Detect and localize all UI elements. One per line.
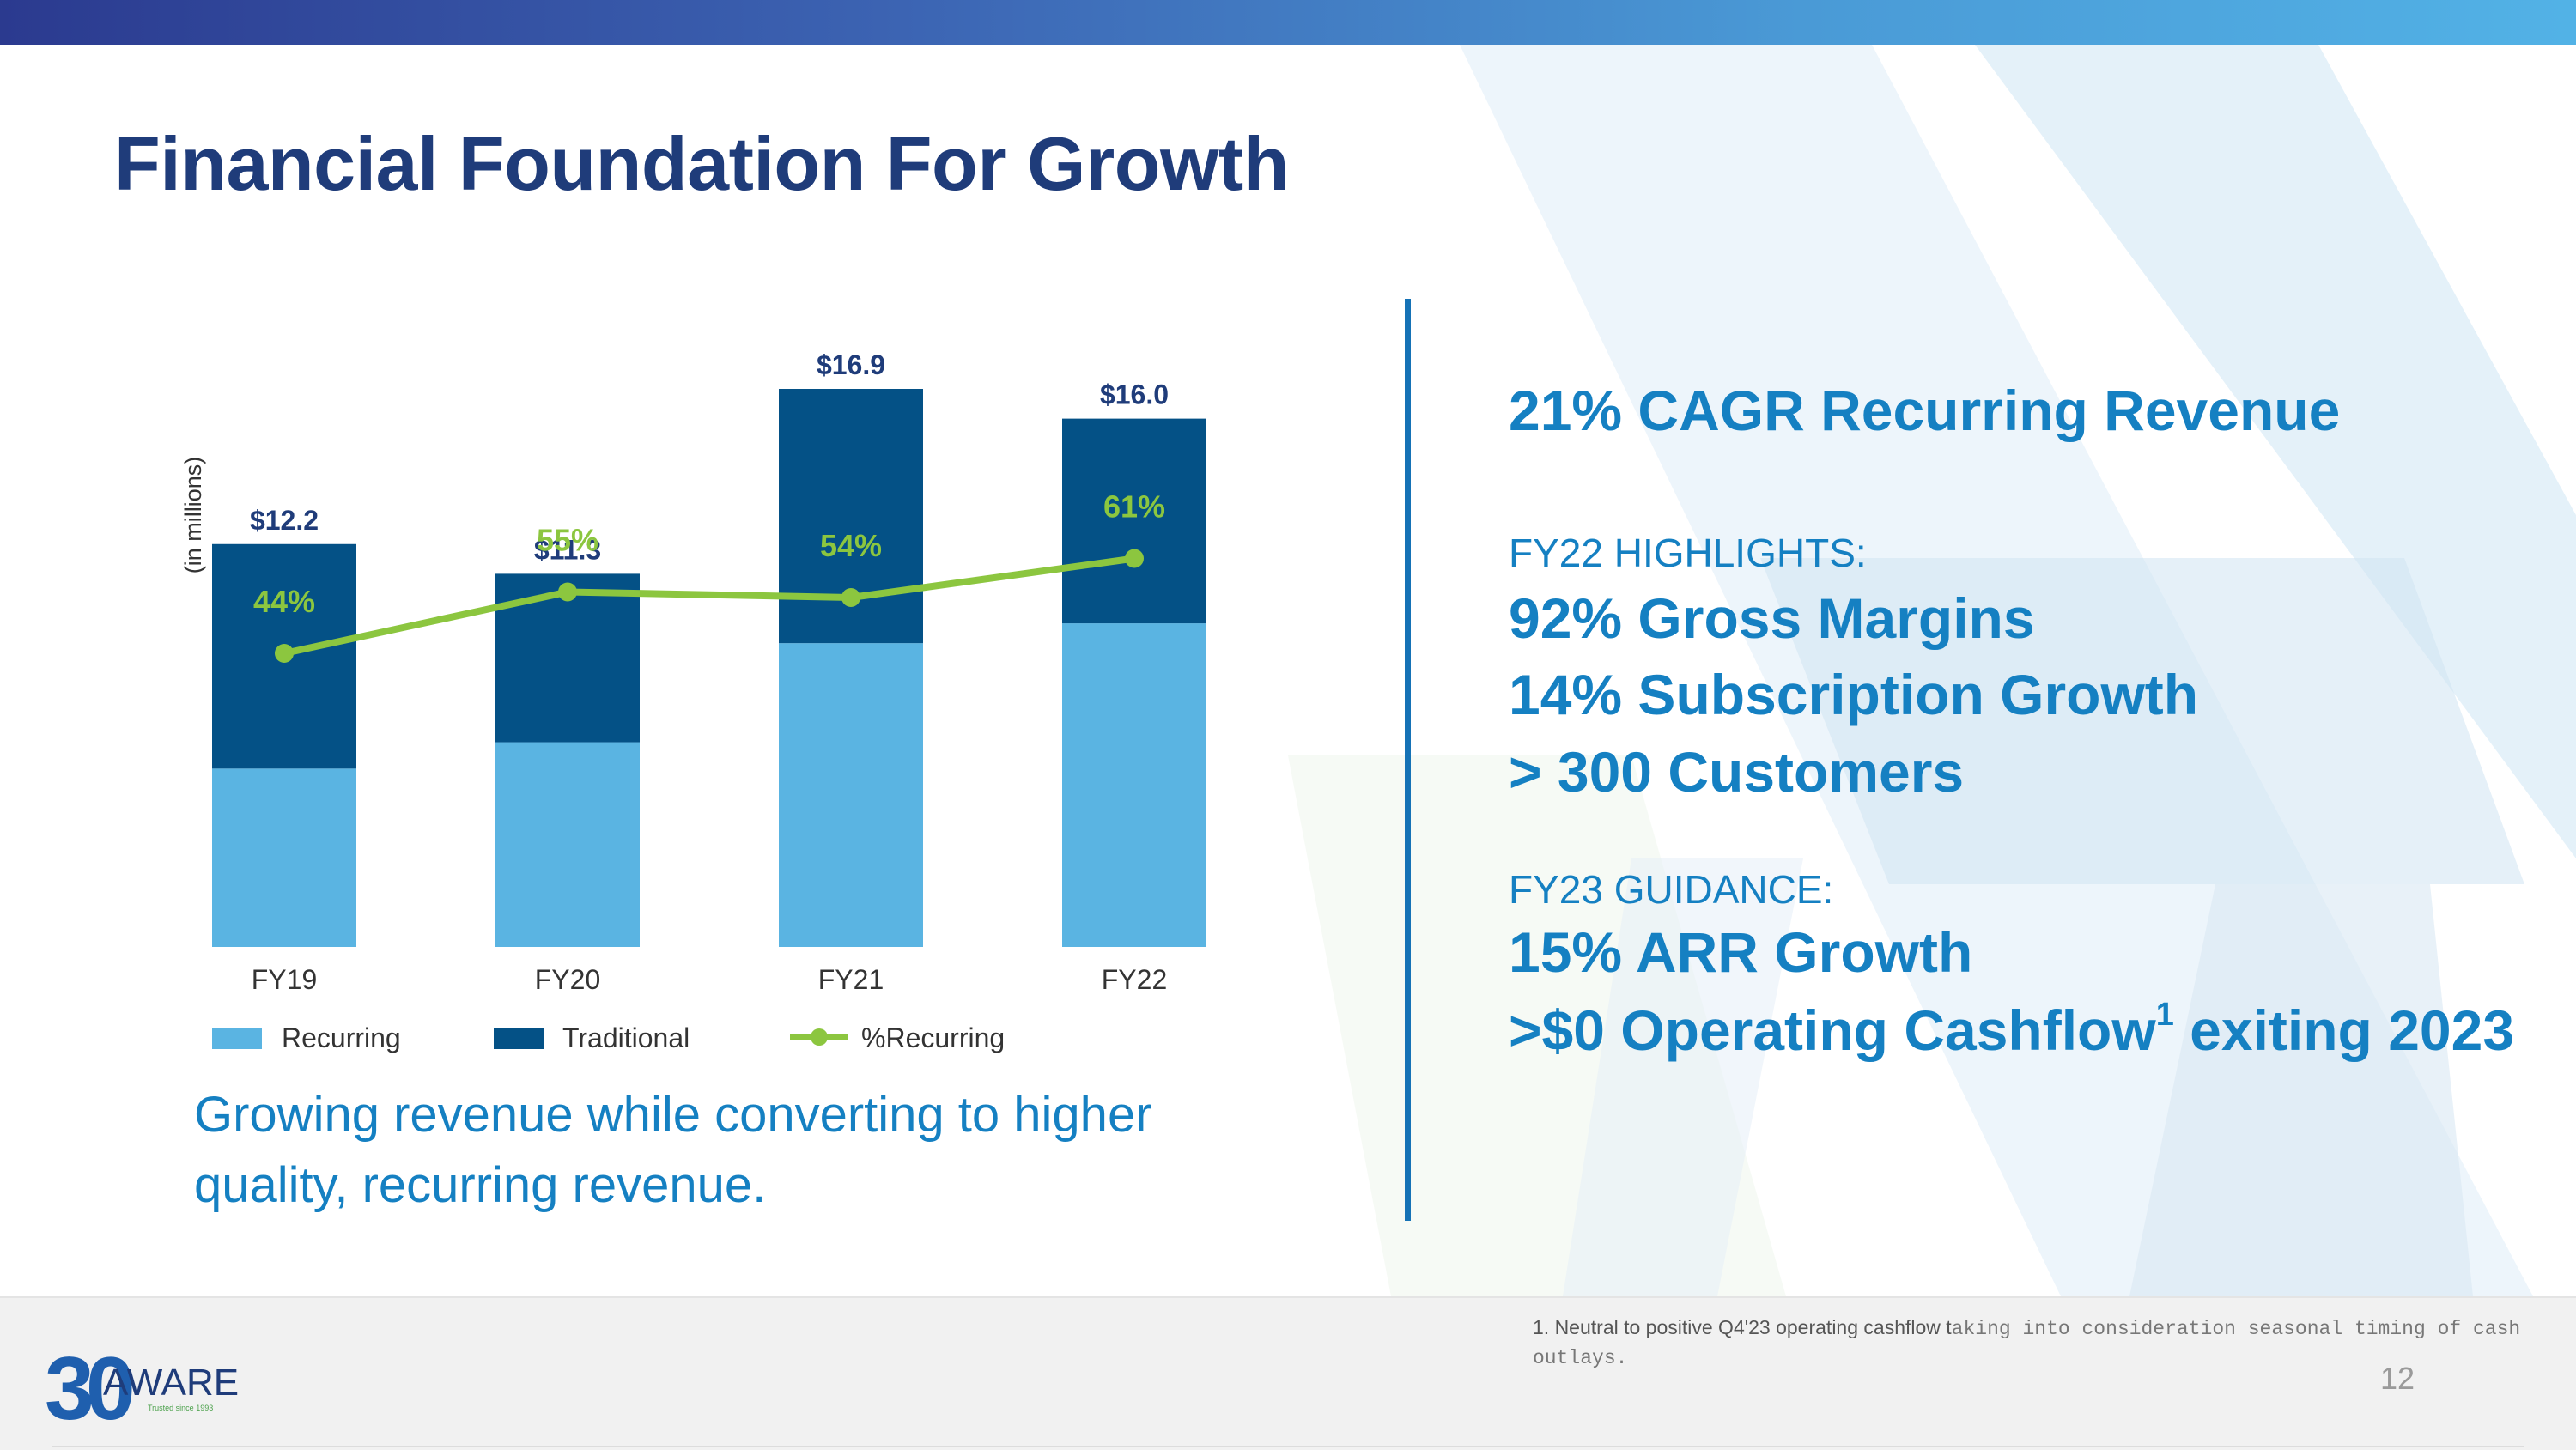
legend-swatch-traditional (494, 1028, 544, 1049)
aware-logo: 30 AWARE Trusted since 1993 (45, 1339, 239, 1429)
pct-label-fy19: 44% (253, 584, 315, 619)
x-tick-fy19: FY19 (252, 964, 317, 995)
operating-cashflow: >$0 Operating Cashflow1 exiting 2023 (1509, 997, 2515, 1063)
logo-digits: 30 (45, 1339, 132, 1429)
footer-bar (0, 1296, 2576, 1450)
top-accent-bar (0, 0, 2576, 45)
x-tick-fy21: FY21 (818, 964, 884, 995)
bar-traditional-fy22 (1062, 418, 1206, 624)
arr-growth: 15% ARR Growth (1509, 920, 1973, 984)
pct-point-fy19 (275, 644, 294, 663)
bar-recurring-fy22 (1062, 623, 1206, 947)
chart-caption-line-2: quality, recurring revenue. (194, 1157, 767, 1213)
pct-point-fy21 (841, 588, 860, 607)
footnote-marker: 1 (2155, 997, 2174, 1033)
x-tick-fy22: FY22 (1102, 964, 1167, 995)
legend-marker-pct-recurring (811, 1028, 828, 1046)
chart-caption: Growing revenue while converting to high… (194, 1080, 1310, 1221)
revenue-chart: (in millions) $12.2 FY19 $11.3 FY20 $16.9 FY2… (180, 349, 1206, 1053)
total-label-fy21: $16.9 (817, 349, 885, 380)
pct-point-fy20 (558, 582, 577, 602)
bar-recurring-fy19 (212, 768, 356, 947)
footnote: 1. Neutral to positive Q4'23 operating c… (1533, 1313, 2529, 1372)
legend-swatch-recurring (212, 1028, 262, 1049)
legend-label-pct-recurring: %Recurring (861, 1022, 1005, 1053)
logo-name: AWARE (103, 1362, 239, 1404)
bar-recurring-fy20 (495, 742, 640, 947)
legend-label-traditional: Traditional (562, 1022, 690, 1053)
fy23-guidance-label: FY23 GUIDANCE: (1509, 867, 1834, 912)
x-tick-fy20: FY20 (535, 964, 600, 995)
y-axis-label: (in millions) (180, 457, 206, 574)
subscription-growth: 14% Subscription Growth (1509, 663, 2199, 726)
cashflow-text: >$0 Operating Cashflow (1509, 998, 2156, 1062)
pct-label-fy20: 55% (537, 523, 598, 558)
page-number: 12 (2379, 1361, 2415, 1396)
footnote-text: 1. Neutral to positive Q4'23 operating c… (1533, 1316, 1952, 1338)
slide-title: Financial Foundation For Growth (114, 121, 1289, 206)
footer-line (52, 1446, 2524, 1447)
pct-label-fy21: 54% (820, 528, 882, 563)
cagr-headline: 21% CAGR Recurring Revenue (1509, 379, 2341, 442)
pct-point-fy22 (1125, 549, 1144, 568)
bar-recurring-fy21 (779, 643, 923, 947)
pct-label-fy22: 61% (1103, 489, 1165, 525)
gross-margins: 92% Gross Margins (1509, 586, 2035, 650)
vertical-divider (1405, 299, 1411, 1221)
logo-tagline: Trusted since 1993 (148, 1404, 213, 1412)
chart-caption-line-1: Growing revenue while converting to high… (194, 1087, 1152, 1143)
total-label-fy22: $16.0 (1100, 379, 1169, 410)
legend-label-recurring: Recurring (282, 1022, 401, 1053)
fy22-highlights-label: FY22 HIGHLIGHTS: (1509, 531, 1867, 575)
total-label-fy19: $12.2 (250, 505, 319, 536)
footnote-text-continued: aking into consideration seasonal timing… (1533, 1318, 2521, 1369)
total-label-fy20: $11.3 (534, 534, 601, 565)
customers: > 300 Customers (1509, 740, 1965, 804)
cashflow-text-end: exiting 2023 (2173, 998, 2515, 1062)
pct-recurring-line (283, 555, 1135, 657)
